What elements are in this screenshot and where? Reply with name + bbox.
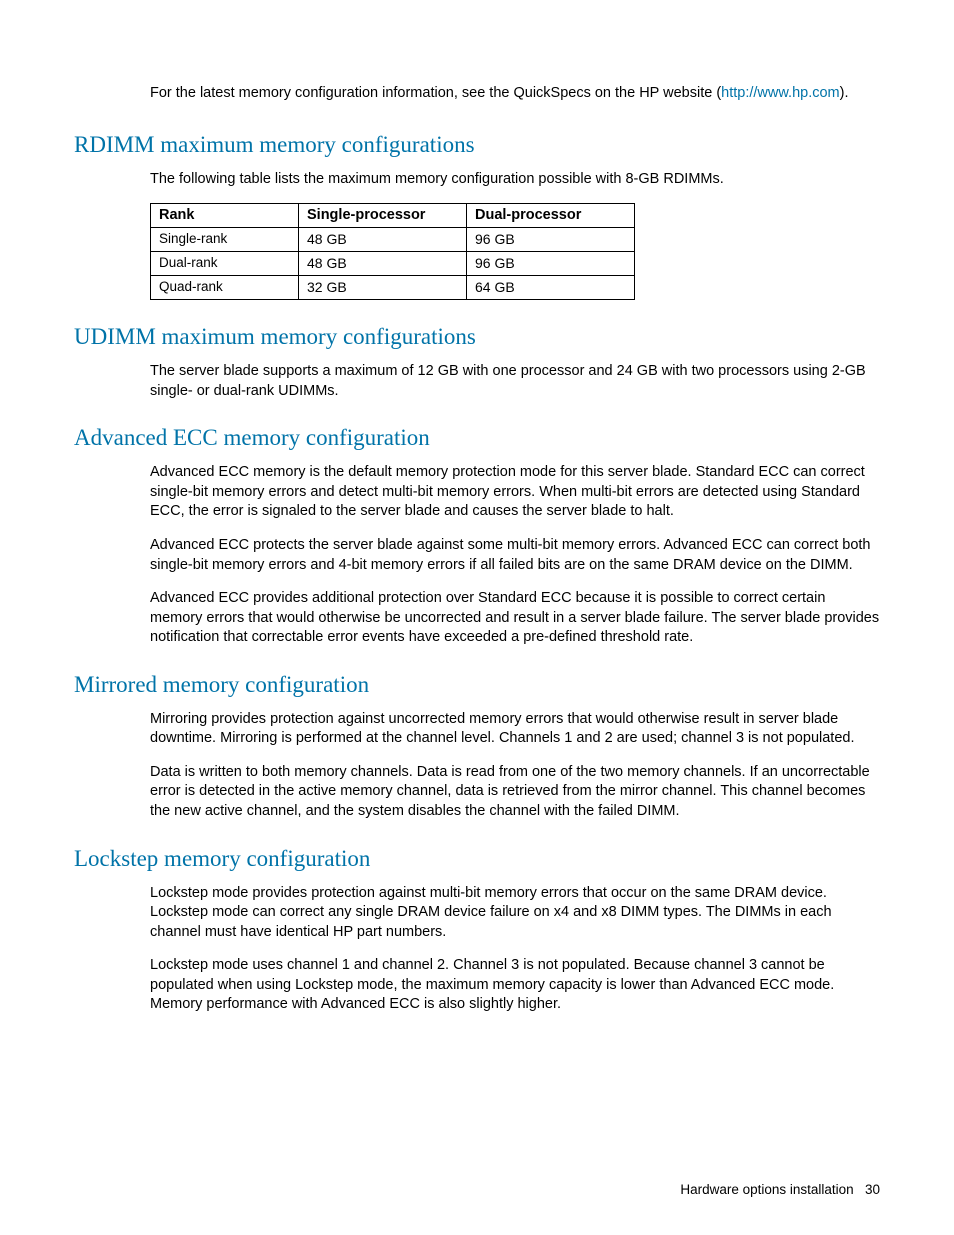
cell-single: 48 GB — [299, 228, 467, 252]
footer-page-number: 30 — [865, 1182, 880, 1197]
col-header-dual: Dual-processor — [467, 204, 635, 228]
col-header-rank: Rank — [151, 204, 299, 228]
rdimm-heading: RDIMM maximum memory configurations — [74, 132, 880, 158]
cell-rank: Dual-rank — [151, 252, 299, 276]
lockstep-heading: Lockstep memory configuration — [74, 846, 880, 872]
table-row: Single-rank 48 GB 96 GB — [151, 228, 635, 252]
cell-rank: Quad-rank — [151, 276, 299, 300]
cell-single: 32 GB — [299, 276, 467, 300]
aecc-heading: Advanced ECC memory configuration — [74, 425, 880, 451]
cell-dual: 96 GB — [467, 252, 635, 276]
footer-section: Hardware options installation — [680, 1182, 853, 1197]
intro-prefix: For the latest memory configuration info… — [150, 85, 721, 101]
mirror-p1: Mirroring provides protection against un… — [150, 710, 880, 749]
mirror-heading: Mirrored memory configuration — [74, 672, 880, 698]
udimm-desc: The server blade supports a maximum of 1… — [150, 362, 880, 401]
aecc-p1: Advanced ECC memory is the default memor… — [150, 463, 880, 522]
rdimm-desc: The following table lists the maximum me… — [150, 170, 880, 190]
intro-paragraph: For the latest memory configuration info… — [150, 84, 880, 104]
table-row: Dual-rank 48 GB 96 GB — [151, 252, 635, 276]
col-header-single: Single-processor — [299, 204, 467, 228]
page-footer: Hardware options installation 30 — [680, 1182, 880, 1197]
udimm-heading: UDIMM maximum memory configurations — [74, 324, 880, 350]
page: For the latest memory configuration info… — [0, 0, 954, 1235]
rdimm-table: Rank Single-processor Dual-processor Sin… — [150, 203, 635, 300]
lockstep-p2: Lockstep mode uses channel 1 and channel… — [150, 956, 880, 1015]
cell-dual: 96 GB — [467, 228, 635, 252]
table-row: Quad-rank 32 GB 64 GB — [151, 276, 635, 300]
aecc-p2: Advanced ECC protects the server blade a… — [150, 536, 880, 575]
cell-single: 48 GB — [299, 252, 467, 276]
cell-dual: 64 GB — [467, 276, 635, 300]
mirror-p2: Data is written to both memory channels.… — [150, 763, 880, 822]
table-header-row: Rank Single-processor Dual-processor — [151, 204, 635, 228]
aecc-p3: Advanced ECC provides additional protect… — [150, 589, 880, 648]
hp-website-link[interactable]: http://www.hp.com — [721, 85, 839, 101]
intro-suffix: ). — [840, 85, 849, 101]
cell-rank: Single-rank — [151, 228, 299, 252]
lockstep-p1: Lockstep mode provides protection agains… — [150, 884, 880, 943]
